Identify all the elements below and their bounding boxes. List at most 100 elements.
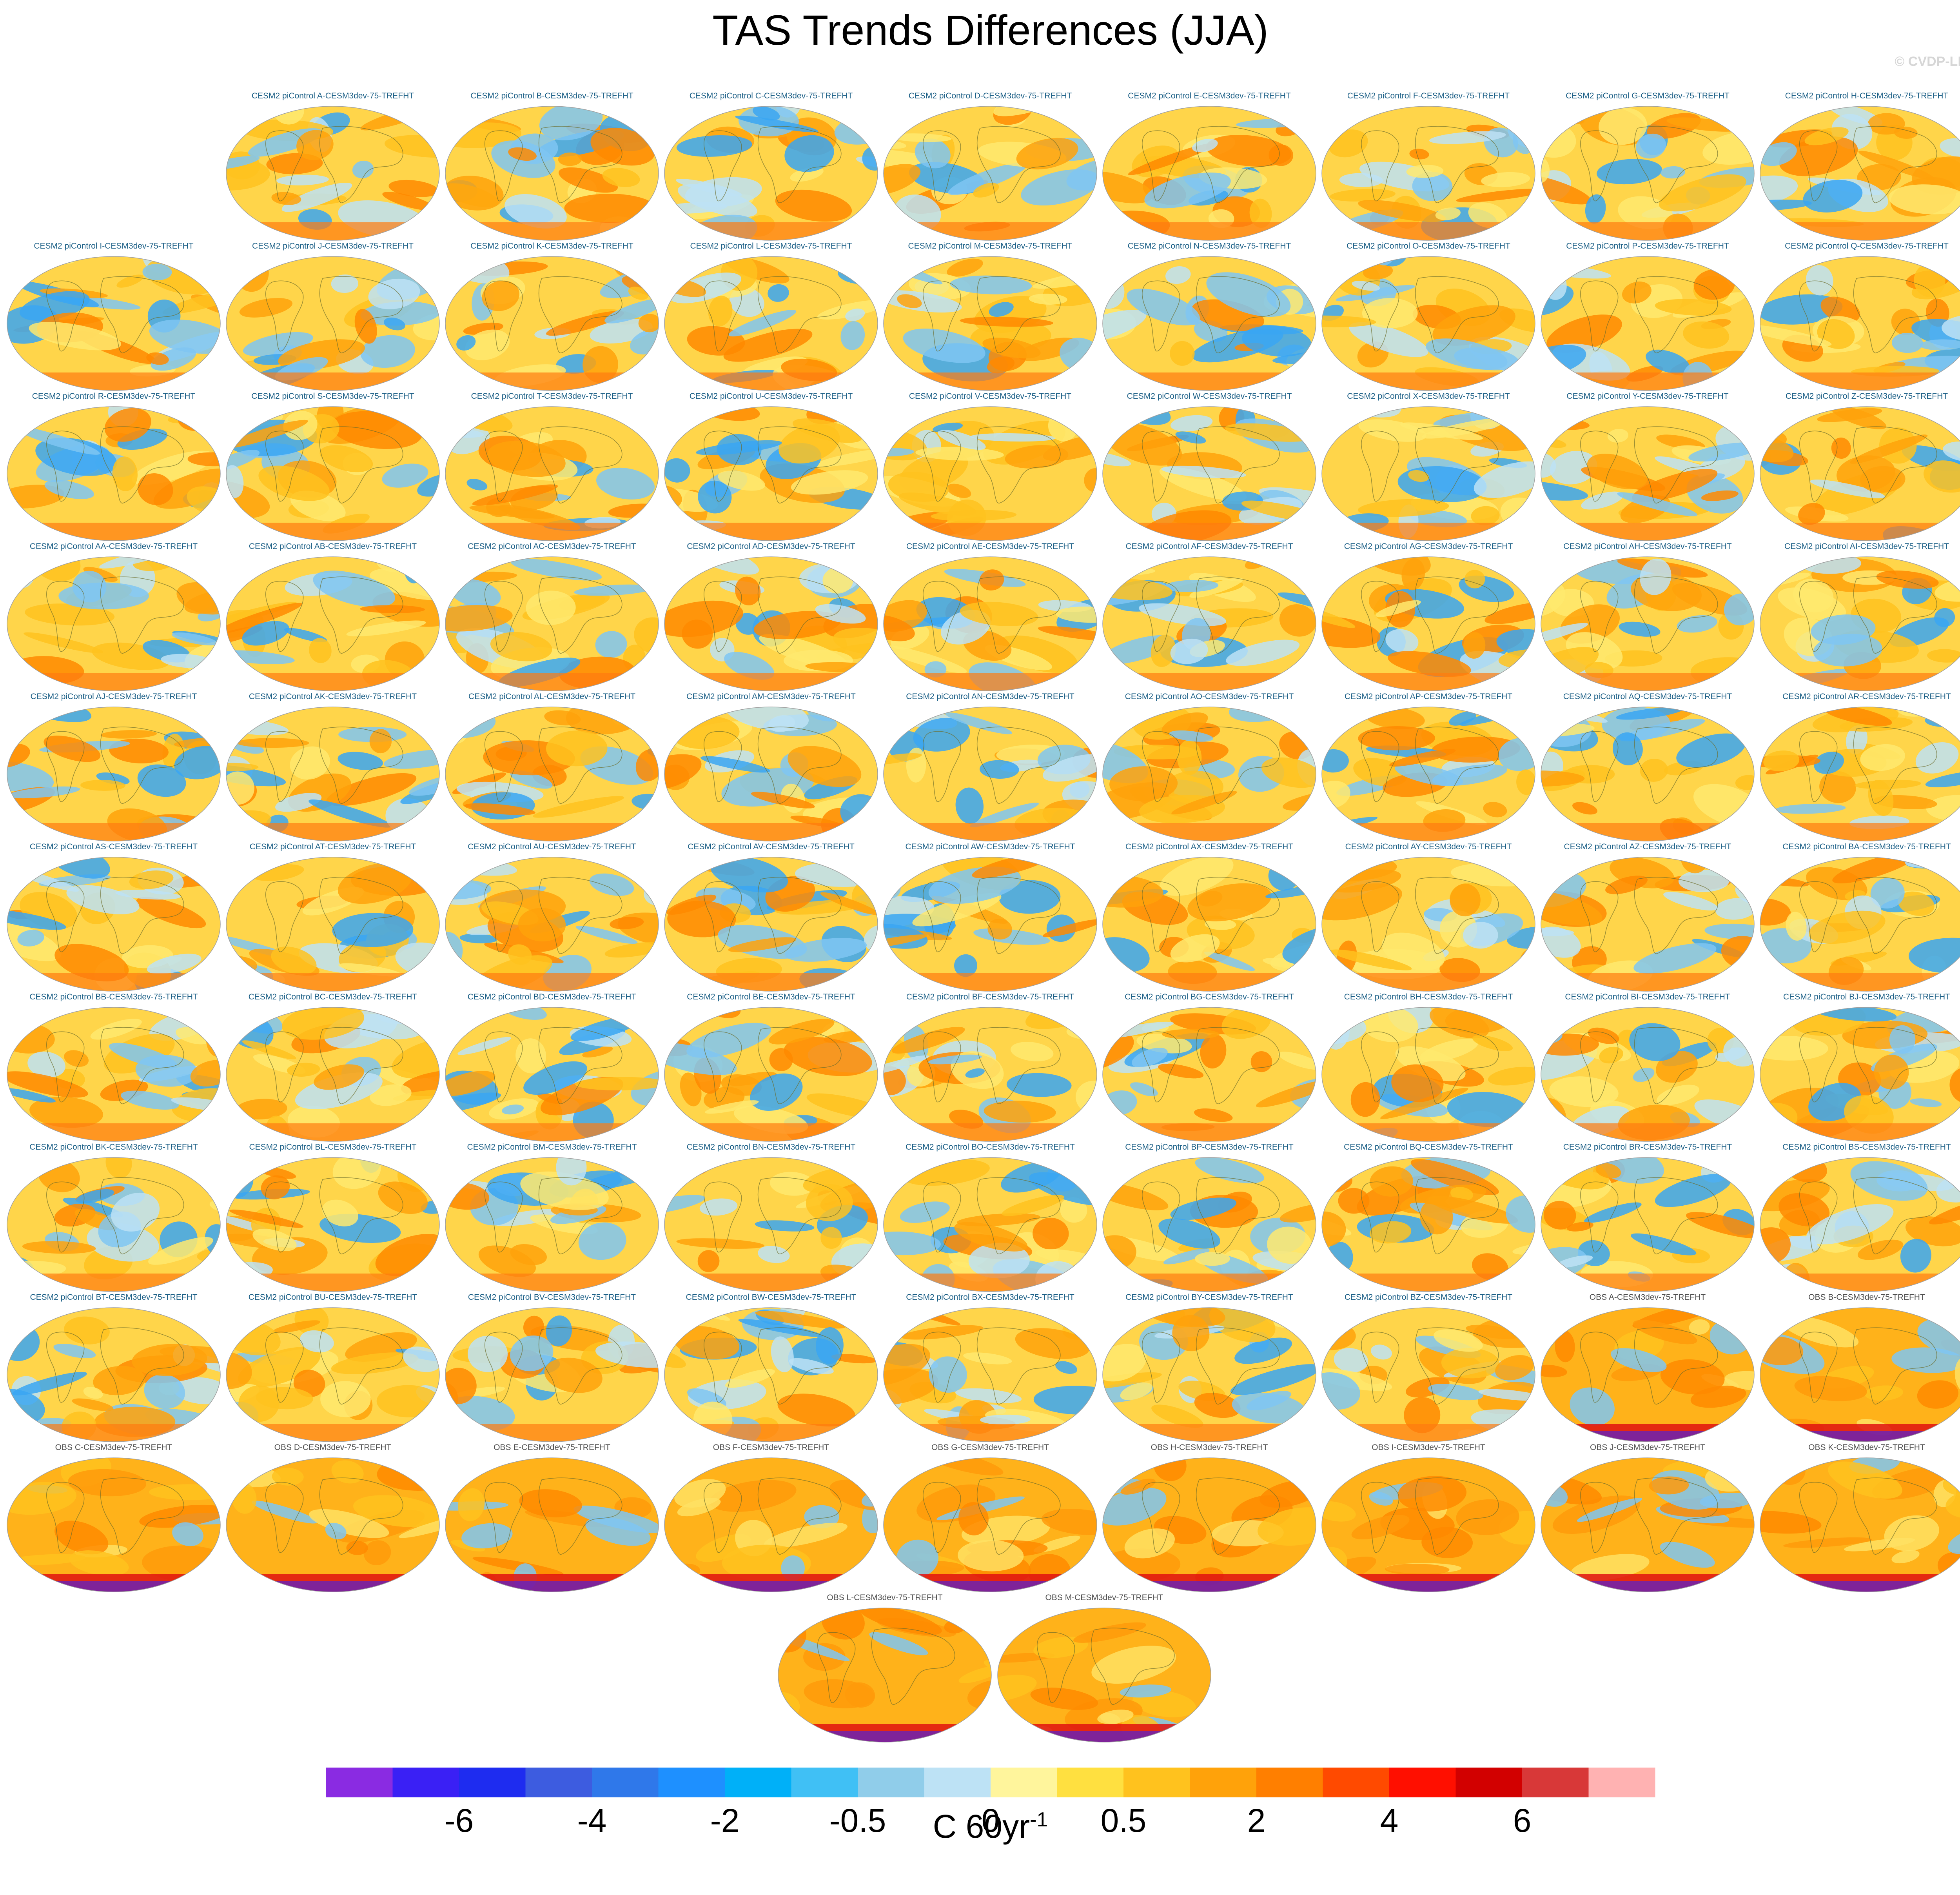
anomaly-blob [804,1679,875,1709]
globe-map [1102,556,1316,691]
panel-title: CESM2 piControl BB-CESM3dev-75-TREFHT [29,992,198,1001]
anomaly-blob [960,317,1053,327]
panel-title: CESM2 piControl BQ-CESM3dev-75-TREFHT [1344,1143,1513,1152]
colorbar-swatch [1588,1768,1655,1797]
anomaly-blob [1677,615,1717,633]
anomaly-blob [370,1084,412,1106]
anomaly-blob [1506,1195,1535,1233]
colorbar-swatch [658,1768,725,1797]
anomaly-blob [1273,1157,1316,1167]
anomaly-blob [1874,1054,1909,1090]
map-panel: CESM2 piControl P-CESM3dev-75-TREFHT [1539,242,1756,392]
anomaly-blob [1431,736,1521,763]
anomaly-blob [1724,1371,1754,1391]
anomaly-blob [1760,1511,1822,1534]
anomaly-blob [1900,1239,1931,1273]
globe-map [883,1007,1097,1142]
panel-title: CESM2 piControl BK-CESM3dev-75-TREFHT [29,1143,198,1152]
anomaly-blob [1109,766,1178,801]
map-panel: CESM2 piControl BF-CESM3dev-75-TREFHT [882,992,1098,1143]
anomaly-blob [701,756,770,773]
colorbar-swatch [725,1768,791,1797]
coastline [1361,1027,1499,1104]
map-outline [1760,857,1960,992]
panel-title: CESM2 piControl P-CESM3dev-75-TREFHT [1566,242,1729,251]
anomaly-blob [1010,1042,1054,1061]
globe-map [883,106,1097,241]
anomaly-blob [968,1243,1030,1279]
globe-map [226,1457,440,1592]
anomaly-blob [29,1097,103,1128]
anomaly-blob [1380,1088,1468,1119]
panel-title: CESM2 piControl BO-CESM3dev-75-TREFHT [906,1143,1075,1152]
anomaly-blob [697,1250,720,1272]
anomaly-blob [17,930,44,947]
antarctic-band [226,1123,439,1141]
panel-title: OBS C-CESM3dev-75-TREFHT [55,1443,172,1452]
anomaly-blob [1819,771,1856,803]
anomaly-blob [252,1228,297,1251]
panel-title: OBS B-CESM3dev-75-TREFHT [1808,1293,1925,1302]
anomaly-blob [1194,1393,1241,1418]
globe-map [1760,256,1960,391]
coastline [485,576,622,654]
panel-title: CESM2 piControl Y-CESM3dev-75-TREFHT [1566,392,1729,401]
antarctic-band [1103,523,1316,541]
map-panel: CESM2 piControl AR-CESM3dev-75-TREFHT [1759,692,1960,843]
anomaly-blob [1828,106,1883,126]
anomaly-blob [1151,634,1176,667]
anomaly-blob [100,730,157,739]
antarctic-band [1541,823,1754,841]
anomaly-blob [1351,1515,1410,1539]
map-panel: CESM2 piControl BU-CESM3dev-75-TREFHT [225,1293,441,1443]
colorbar-swatch [1522,1768,1589,1797]
colorbar-swatch [1389,1768,1456,1797]
anomaly-blob [24,632,103,654]
anomaly-blob [820,1227,842,1249]
anomaly-blob [112,456,138,491]
panel-title: CESM2 piControl M-CESM3dev-75-TREFHT [908,242,1073,251]
anomaly-blob [735,115,818,133]
globe-map [997,1608,1211,1742]
map-outline [7,1007,221,1142]
globe-map [1321,1007,1535,1142]
anomaly-blob [775,189,852,222]
anomaly-blob [331,1352,418,1374]
anomaly-blob [1804,127,1849,145]
globe-map [445,406,659,541]
antarctic-band [1103,823,1316,841]
globe-map [7,857,221,992]
anomaly-blob [1171,791,1237,814]
anomaly-blob [1917,1380,1958,1409]
anomaly-blob [54,944,129,981]
antarctic-cold-band [491,1581,608,1592]
map-outline [226,1157,440,1292]
anomaly-blob [64,1316,110,1344]
colorbar-tick-label: -4 [577,1802,607,1839]
anomaly-blob [1663,892,1718,911]
anomaly-blob [1516,769,1535,795]
anomaly-blob [72,1398,114,1411]
anomaly-blob [725,1369,775,1388]
map-panel: CESM2 piControl AG-CESM3dev-75-TREFHT [1320,542,1537,692]
anomaly-blob [1892,332,1923,353]
anomaly-blob [1385,629,1419,653]
antarctic-band [7,1274,220,1292]
anomaly-blob [116,274,144,288]
anomaly-blob [93,1366,145,1395]
antarctic-cold-band [53,1581,170,1592]
anomaly-blob [1857,1239,1904,1260]
anomaly-blob [1204,919,1236,930]
map-panel: CESM2 piControl AZ-CESM3dev-75-TREFHT [1539,842,1756,993]
anomaly-blob [445,1092,501,1115]
antarctic-band [664,1123,878,1141]
map-panel: OBS D-CESM3dev-75-TREFHT [225,1443,441,1593]
anomaly-blob [1541,154,1550,184]
map-outline [7,857,221,992]
map-outline [1321,406,1535,541]
anomaly-blob [225,255,297,260]
panel-title: CESM2 piControl X-CESM3dev-75-TREFHT [1347,392,1510,401]
map-outline [445,857,659,992]
globe-map [1321,1457,1535,1592]
anomaly-blob [104,408,151,442]
